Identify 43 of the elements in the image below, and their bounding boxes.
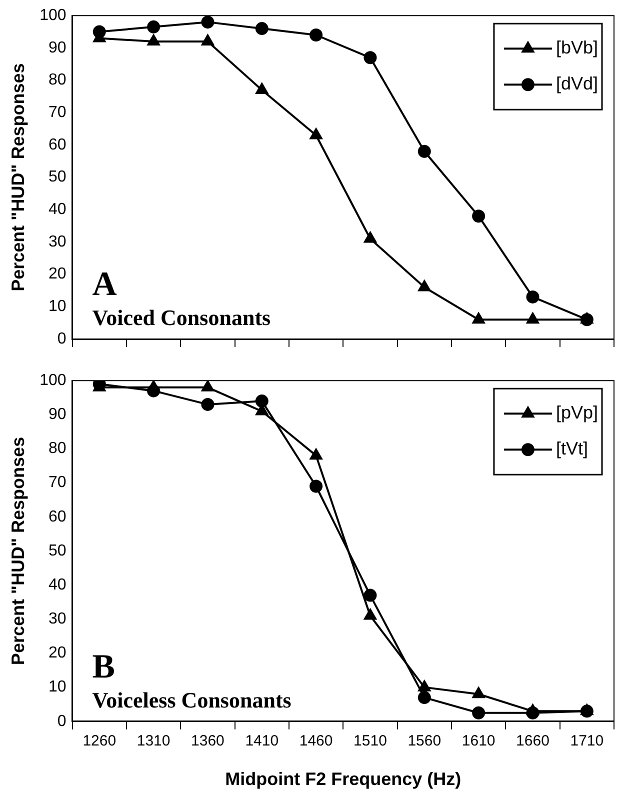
annotation: A [92,266,118,303]
y-tick-label: 40 [48,576,66,594]
y-axis-title: Percent "HUD" Responses [8,63,28,292]
x-tick-label: 1610 [462,732,496,750]
legend-label: [dVd] [556,74,598,94]
y-tick-label: 20 [48,644,66,662]
y-tick-label: 100 [40,7,66,24]
y-tick-label: 20 [48,266,66,283]
legend-label: [tVt] [556,438,588,459]
y-tick-label: 100 [40,372,66,390]
annotation: B [92,648,115,686]
x-tick-label: 1310 [136,732,170,750]
x-tick-label: 1560 [408,732,442,750]
y-tick-label: 90 [48,39,66,56]
y-tick-label: 90 [48,406,66,424]
y-tick-label: 60 [48,136,66,154]
y-tick-label: 50 [48,542,66,560]
y-tick-label: 0 [57,330,66,348]
x-tick-label: 1710 [570,732,604,750]
y-tick-label: 60 [48,508,66,526]
legend-label: [pVp] [556,402,598,423]
y-tick-label: 40 [48,201,66,218]
y-tick-label: 30 [48,233,66,250]
x-tick-label: 1260 [82,732,116,750]
y-tick-label: 50 [48,168,66,186]
y-tick-label: 10 [48,298,66,316]
y-tick-label: 30 [48,610,66,628]
x-tick-label: 1660 [516,732,550,750]
y-tick-label: 0 [57,712,66,730]
x-tick-label: 1460 [299,732,333,750]
legend-label: [bVb] [556,38,598,58]
y-tick-label: 80 [48,440,66,458]
y-tick-label: 70 [48,104,66,122]
y-tick-label: 70 [48,474,66,492]
y-tick-label: 10 [48,678,66,696]
annotation: Voiced Consonants [92,305,272,330]
y-tick-label: 80 [48,72,66,89]
annotation: Voiceless Consonants [92,687,292,712]
y-axis-title: Percent "HUD" Responses [8,436,28,666]
x-tick-label: 1510 [354,732,387,750]
x-tick-label: 1360 [191,732,224,750]
x-tick-label: 1410 [245,732,279,750]
x-axis-title: Midpoint F2 Frequency (Hz) [225,769,462,790]
